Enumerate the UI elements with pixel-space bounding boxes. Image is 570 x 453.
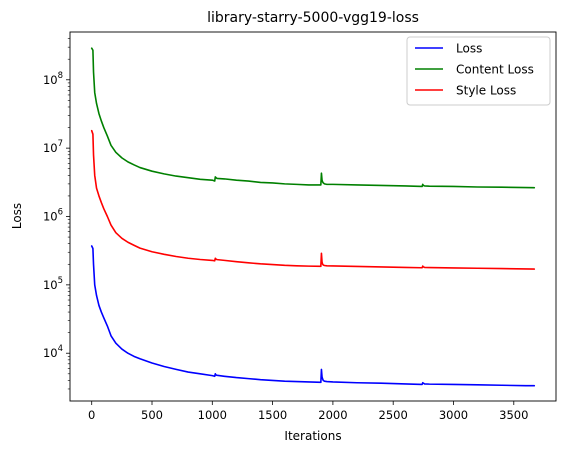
legend-label: Content Loss [456, 63, 534, 77]
chart-title: library-starry-5000-vgg19-loss [207, 10, 419, 26]
y-tick-label: 104 [43, 344, 63, 360]
legend-entries: Loss Content Loss Style Loss [415, 42, 534, 98]
x-tick-label: 3500 [499, 408, 528, 422]
x-tick-label: 500 [141, 408, 163, 422]
x-tick-label: 0 [88, 408, 95, 422]
series-layer [90, 47, 536, 387]
y-axis-ticks: 104 105 106 107 108 [43, 38, 70, 390]
x-tick-label: 3000 [439, 408, 468, 422]
x-tick-label: 2500 [379, 408, 408, 422]
x-tick-label: 2000 [318, 408, 347, 422]
legend: Loss Content Loss Style Loss [406, 36, 551, 106]
x-tick-label: 1000 [198, 408, 227, 422]
y-tick-label: 105 [43, 276, 63, 292]
x-axis-label: Iterations [284, 429, 341, 443]
series-line-content-loss [90, 47, 536, 189]
y-axis-label: Loss [10, 203, 24, 229]
series-line-loss [90, 245, 536, 387]
x-tick-label: 1500 [258, 408, 287, 422]
y-tick-label: 106 [43, 208, 63, 224]
legend-frame [406, 36, 551, 106]
y-tick-label: 108 [43, 71, 63, 87]
series-line-style-loss [90, 129, 536, 270]
legend-label: Style Loss [456, 84, 516, 98]
x-axis-ticks: 0 500 1000 1500 2000 2500 3000 3500 [88, 401, 528, 422]
y-tick-label: 107 [43, 139, 63, 155]
legend-label: Loss [456, 42, 482, 56]
